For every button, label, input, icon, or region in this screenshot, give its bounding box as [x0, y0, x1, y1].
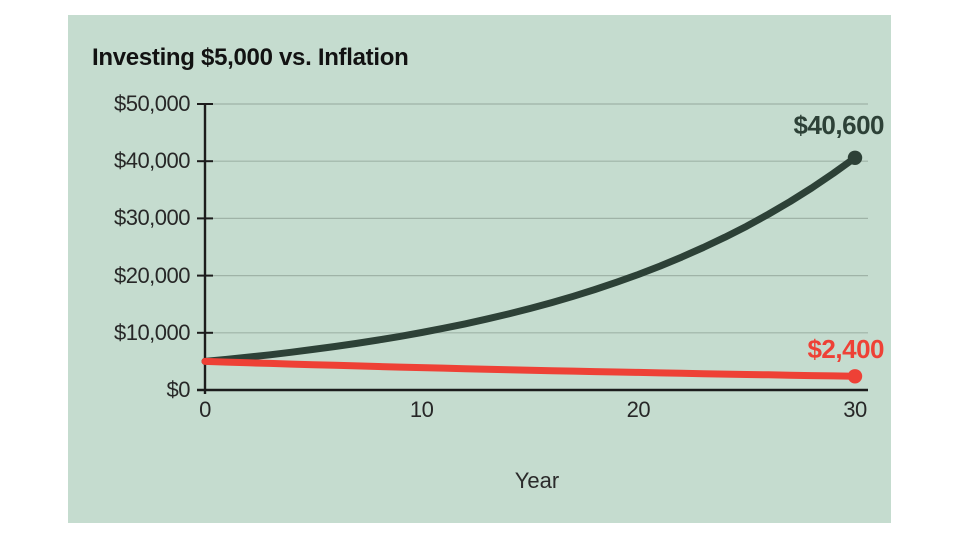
x-tick-label: 10	[409, 397, 434, 422]
x-tick-label: 0	[199, 397, 211, 422]
series-line-1	[201, 357, 859, 380]
x-tick-label: 30	[843, 397, 867, 422]
y-tick-label: $50,000	[113, 91, 191, 116]
series-line-0	[201, 154, 859, 365]
x-tick-label: 20	[626, 397, 651, 422]
y-tick-label: $20,000	[113, 262, 191, 288]
series-end-label-inflation: $2,400	[807, 334, 884, 364]
x-axis-title: Year	[514, 468, 560, 493]
series-end-dot-1	[847, 369, 863, 384]
series-end-label-investment: $40,600	[793, 110, 885, 140]
y-tick-label: $40,000	[113, 148, 191, 174]
y-tick-label: $30,000	[113, 205, 191, 231]
chart-title: Investing $5,000 vs. Inflation	[92, 44, 409, 71]
y-tick-label: $10,000	[113, 319, 191, 345]
series-end-dot-0	[847, 150, 863, 165]
y-tick-label: $0	[166, 377, 191, 402]
